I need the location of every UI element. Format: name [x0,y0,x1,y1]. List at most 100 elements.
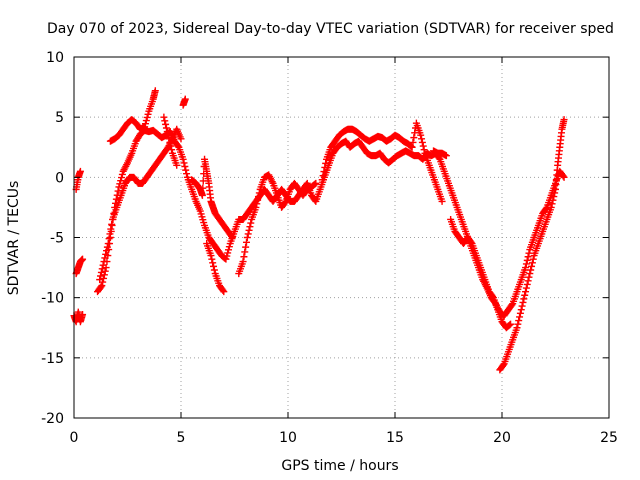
data-point [527,266,535,274]
data-point [162,124,170,132]
data-point [165,135,173,143]
data-point [228,234,236,241]
data-point [550,193,558,201]
data-point [254,193,262,201]
data-point [141,120,149,128]
data-point [525,249,533,257]
y-tick-label: -20 [41,411,64,427]
data-point [438,197,446,205]
data-point [318,176,326,184]
data-point [241,248,249,256]
x-tick-label: 15 [386,430,404,446]
data-point [100,258,108,266]
data-point [525,273,533,281]
y-tick-label: -5 [50,231,64,247]
y-tick-label: 5 [55,110,64,126]
data-point [281,199,289,207]
data-point [173,161,181,169]
data-point [322,159,330,167]
data-point [242,243,250,251]
data-point [524,253,532,261]
data-point [467,238,475,246]
data-point [224,249,232,257]
data-point [79,255,87,263]
data-point [103,243,111,251]
x-tick-label: 10 [279,430,297,446]
data-point [161,117,169,125]
data-point [528,259,536,267]
data-point [513,324,521,332]
data-point [242,238,250,246]
data-point [225,243,233,251]
data-point [180,159,188,167]
data-point [548,200,556,208]
y-tick-label: -15 [41,351,64,367]
data-point [523,256,531,264]
data-point [107,225,115,233]
data-point [98,265,106,273]
data-point [182,166,190,174]
data-point [517,306,525,314]
data-point [408,143,416,151]
data-point [98,282,106,290]
data-point [220,288,228,296]
data-point [320,168,328,176]
data-point [181,163,189,171]
data-point [162,120,170,128]
data-point [499,361,507,369]
data-point [559,172,567,180]
data-point [103,247,111,255]
data-point [76,167,84,175]
data-point [101,254,109,262]
y-tick-label: 0 [55,170,64,186]
data-point [547,203,555,211]
data-point [254,196,262,204]
data-point [516,313,524,321]
data-point [118,170,126,178]
data-point [164,131,172,139]
data-point [96,276,104,284]
data-point [321,163,329,171]
data-point [118,174,126,182]
axis-ticks: 0 5 10 15 20 25 -20 -15 -10 -5 0 5 10 [41,50,618,446]
data-point [207,252,215,260]
data-point [167,142,175,150]
data-point [97,283,105,291]
data-point [522,260,530,268]
data-point [255,189,263,197]
data-point [507,320,515,328]
data-point [407,143,415,151]
data-point [246,223,254,231]
data-point [168,146,176,154]
data-point [523,280,531,288]
data-point [174,142,182,150]
data-point [79,311,87,319]
data-point [102,250,110,258]
data-point [181,95,189,103]
data-point [222,255,230,263]
data-point [166,138,174,146]
data-point [549,196,557,204]
data-point [508,301,516,309]
data-point [97,272,105,280]
data-point [198,191,206,199]
data-point [243,234,251,241]
data-point [99,261,107,269]
data-point [106,230,114,238]
data-point [219,286,227,294]
data-point [141,123,149,131]
data-point [183,170,191,178]
data-point [560,116,568,124]
data-point [253,200,261,208]
x-tick-label: 0 [70,430,79,446]
data-point [506,321,514,329]
y-tick-label: -10 [41,291,64,307]
data-point [244,230,252,238]
data-point [312,179,320,187]
data-point [419,142,427,150]
data-point [515,317,523,325]
data-point [115,183,123,191]
data-point [143,113,151,121]
x-axis-label: GPS time / hours [281,458,398,474]
